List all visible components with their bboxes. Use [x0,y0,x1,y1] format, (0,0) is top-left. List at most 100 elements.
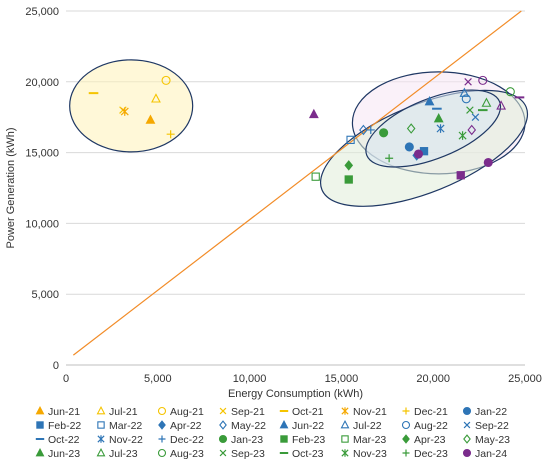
legend-label: Sep-21 [231,406,265,418]
legend-label: May-23 [475,434,510,446]
legend-label: Dec-21 [414,406,448,418]
legend-marker [218,434,228,444]
x-tick-label: 10,000 [233,373,267,385]
legend: Jun-21 Jul-21 Aug-21 Sep-21 Oct-21 Nov-21 Dec-… [35,405,510,460]
legend-label: Dec-23 [414,448,448,460]
legend-label: Feb-23 [292,434,325,446]
legend-marker [219,407,227,415]
y-tick-label: 0 [53,360,59,372]
legend-label: Oct-21 [292,406,324,418]
legend-item-mar-22: Mar-22 [97,420,142,432]
data-point-nov-22 [436,124,445,133]
legend-item-feb-22: Feb-22 [36,420,81,432]
legend-item-nov-23: Nov-23 [341,448,387,460]
x-tick-label: 0 [63,373,69,385]
legend-label: Jul-23 [109,448,138,460]
legend-marker [280,435,288,443]
x-tick-label: 25,000 [508,373,542,385]
y-tick-label: 5,000 [31,289,59,301]
data-point-jul-21 [151,93,161,103]
data-point-feb-23 [344,175,353,184]
data-point [464,78,472,86]
data-point-dec-23 [385,154,394,163]
legend-item-jan-24: Jan-24 [462,448,507,460]
legend-marker [462,406,472,416]
legend-item-sep-23: Sep-23 [219,448,265,460]
cluster-ellipses [69,59,529,207]
legend-marker [36,421,44,429]
data-point-dec-21 [166,130,175,139]
legend-label: Mar-23 [353,434,386,446]
data-point [467,124,477,136]
legend-label: Sep-23 [231,448,265,460]
legend-item-apr-22: Apr-22 [158,420,202,432]
legend-label: May-22 [231,420,266,432]
legend-item-dec-22: Dec-22 [158,434,204,446]
legend-item-jun-23: Jun-23 [35,447,80,460]
legend-item-jun-22: Jun-22 [279,419,324,432]
legend-label: Aug-22 [414,420,448,432]
legend-label: Mar-22 [109,420,142,432]
legend-label: Jan-24 [475,448,507,460]
legend-marker [157,448,167,458]
legend-item-oct-23: Oct-23 [279,448,324,460]
legend-marker [401,420,411,430]
legend-label: Nov-23 [353,448,387,460]
legend-marker [279,419,289,429]
data-points [88,75,525,184]
data-point-may-22 [359,124,368,136]
y-tick-label: 15,000 [25,148,59,160]
legend-item-nov-21: Nov-21 [341,406,387,418]
legend-label: Aug-21 [170,406,204,418]
legend-label: Jan-22 [475,406,507,418]
legend-item-apr-23: Apr-23 [402,434,446,446]
y-tick-label: 20,000 [25,77,59,89]
x-tick-label: 20,000 [416,373,450,385]
legend-item-dec-21: Dec-21 [402,406,448,418]
data-point-jun-23 [433,113,444,123]
legend-label: Oct-22 [48,434,80,446]
data-point-jan-22 [404,142,414,152]
data-point-nov-21 [120,107,129,116]
legend-marker [96,447,106,457]
cluster-ellipse-2021 [69,59,194,153]
legend-label: Jun-21 [48,406,80,418]
legend-label: Apr-22 [170,420,202,432]
legend-item-aug-21: Aug-21 [157,406,204,418]
legend-label: Feb-22 [48,420,81,432]
data-point-apr-23 [344,160,354,171]
legend-marker [35,405,45,415]
legend-label: Dec-22 [170,434,204,446]
legend-item-jan-23: Jan-23 [218,434,263,446]
data-point-sep-23 [466,106,474,114]
cluster-ellipse-2023-b [365,89,502,168]
legend-label: Apr-23 [414,434,446,446]
legend-label: Nov-22 [109,434,143,446]
data-point-mar-22 [346,135,355,145]
data-point-aug-21 [161,75,171,85]
legend-marker [97,421,105,429]
data-point-dec-22 [366,125,375,134]
legend-item-mar-23: Mar-23 [341,434,386,446]
axes: 0 5,000 10,000 15,000 20,000 25,000 0 5,000 10,0… [25,6,541,385]
legend-label: Aug-23 [170,448,204,460]
data-point-jan-24 [483,157,493,168]
x-tick-label: 15,000 [325,373,359,385]
legend-item-jul-22: Jul-22 [340,419,382,432]
legend-marker [96,405,106,415]
legend-marker [157,406,167,416]
legend-marker [341,435,349,443]
legend-marker [341,407,349,415]
data-point [413,149,424,159]
legend-item-sep-21: Sep-21 [219,406,265,418]
x-tick-label: 5,000 [144,373,172,385]
legend-item-aug-23: Aug-23 [157,448,204,460]
data-point [456,171,465,180]
legend-marker [97,435,105,443]
legend-item-feb-23: Feb-23 [280,434,325,446]
legend-label: Jan-23 [231,434,263,446]
legend-marker [402,449,410,457]
legend-marker [158,420,166,430]
legend-item-aug-22: Aug-22 [401,420,448,432]
data-point-jun-21 [145,114,156,124]
